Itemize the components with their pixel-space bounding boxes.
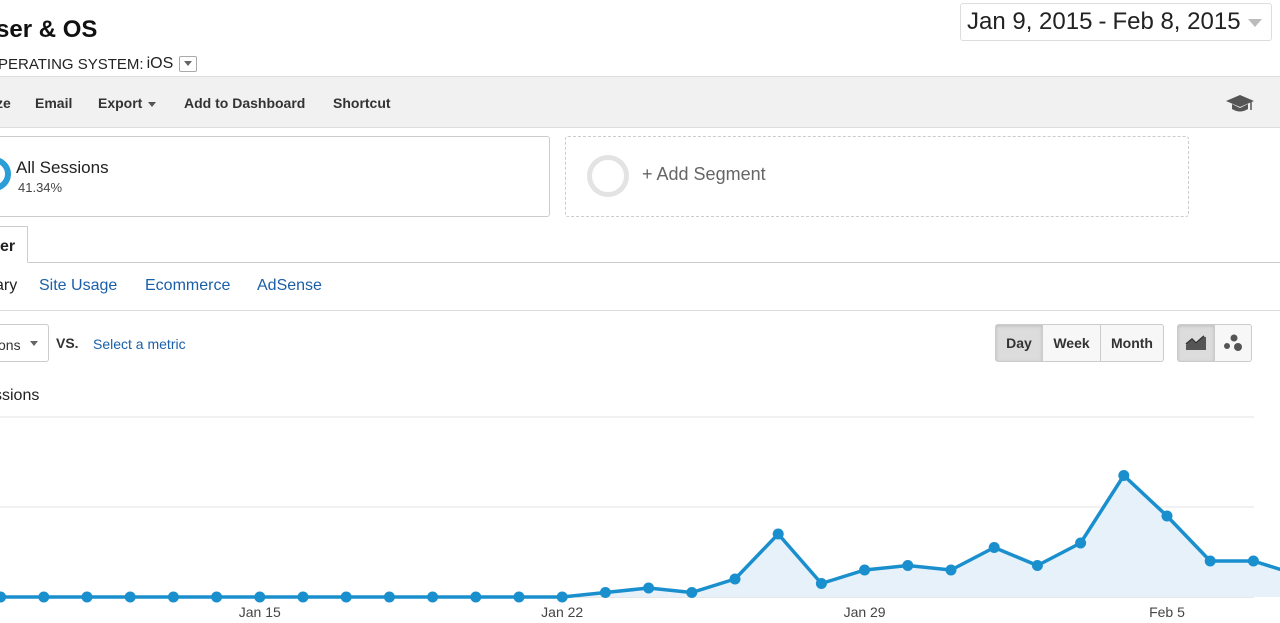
dimension-filter: PERATING SYSTEM: iOS bbox=[0, 55, 198, 73]
subtab-divider bbox=[0, 310, 1280, 311]
line-chart-icon bbox=[1185, 335, 1206, 350]
data-point-feb-2 bbox=[1031, 560, 1043, 571]
data-point-jan-26 bbox=[729, 573, 741, 585]
add-segment-button[interactable]: + Add Segment bbox=[565, 136, 1189, 217]
data-point-jan-27 bbox=[772, 528, 784, 540]
data-point-feb-5 bbox=[1161, 510, 1173, 522]
segment-all-sessions[interactable]: All Sessions 41.34% bbox=[0, 136, 550, 217]
data-point-feb-3 bbox=[1075, 537, 1087, 549]
data-point-jan-25 bbox=[686, 587, 698, 598]
data-point-jan-21 bbox=[513, 591, 525, 603]
chart-view-toggle bbox=[1177, 324, 1252, 362]
data-point-jan-13 bbox=[167, 591, 179, 603]
week-button[interactable]: Week bbox=[1042, 324, 1101, 362]
tab-divider bbox=[0, 262, 1280, 263]
data-point-jan-24 bbox=[643, 582, 655, 594]
export-label: Export bbox=[98, 95, 143, 111]
data-point-jan-9 bbox=[0, 591, 7, 603]
x-tick-label: Jan 29 bbox=[844, 604, 886, 620]
sessions-line-chart: Jan 15 Jan 22 Jan 29 Feb 5 bbox=[0, 416, 1280, 620]
empty-segment-ring-icon bbox=[587, 155, 629, 197]
data-point-feb-6 bbox=[1204, 555, 1216, 567]
page-title: ser & OS bbox=[0, 16, 98, 43]
x-tick-label: Jan 22 bbox=[541, 604, 583, 620]
data-point-jan-30 bbox=[902, 560, 914, 571]
x-tick-label: Jan 15 bbox=[239, 604, 281, 620]
add-to-dashboard-button[interactable]: Add to Dashboard bbox=[184, 95, 306, 111]
segment-name: All Sessions bbox=[16, 158, 109, 177]
month-button[interactable]: Month bbox=[1100, 324, 1164, 362]
data-point-jan-20 bbox=[470, 591, 482, 603]
export-button[interactable]: Export bbox=[98, 95, 157, 111]
vs-label: VS. bbox=[56, 335, 79, 351]
select-metric-link[interactable]: Select a metric bbox=[93, 336, 186, 352]
data-point-jan-12 bbox=[124, 591, 136, 603]
chevron-down-icon bbox=[30, 341, 38, 346]
email-button[interactable]: Email bbox=[35, 95, 73, 111]
dimension-label: PERATING SYSTEM: bbox=[0, 55, 144, 73]
primary-metric-label: ons bbox=[0, 337, 21, 353]
primary-metric-dropdown[interactable]: ons bbox=[0, 324, 49, 362]
chevron-down-icon bbox=[1248, 19, 1262, 27]
subtab-summary[interactable]: ary bbox=[0, 277, 18, 294]
data-point-feb-7 bbox=[1247, 555, 1259, 567]
subtab-ecommerce[interactable]: Ecommerce bbox=[145, 277, 231, 294]
data-point-jan-23 bbox=[599, 587, 611, 598]
granularity-toggle: Day Week Month bbox=[995, 324, 1164, 362]
chart-series-label: ssions bbox=[0, 387, 40, 404]
data-point-jan-18 bbox=[383, 591, 395, 603]
shortcut-button[interactable]: Shortcut bbox=[333, 95, 391, 111]
data-point-jan-22 bbox=[556, 591, 568, 603]
line-chart-view-button[interactable] bbox=[1177, 324, 1215, 362]
data-point-jan-17 bbox=[340, 591, 352, 603]
date-range-picker[interactable]: Jan 9, 2015 - Feb 8, 2015 bbox=[960, 3, 1272, 41]
data-point-jan-31 bbox=[945, 564, 957, 576]
date-range-start: Jan 9, 2015 bbox=[967, 8, 1093, 35]
x-tick-label: Feb 5 bbox=[1149, 604, 1185, 620]
data-point-jan-28 bbox=[815, 578, 827, 589]
sessions-area bbox=[0, 475, 1280, 597]
add-segment-label: + Add Segment bbox=[642, 164, 766, 184]
data-point-feb-4 bbox=[1118, 470, 1130, 481]
motion-chart-icon bbox=[1224, 334, 1242, 351]
data-point-jan-10 bbox=[38, 591, 50, 603]
data-point-jan-29 bbox=[859, 564, 871, 576]
customize-button[interactable]: ze bbox=[0, 95, 11, 111]
data-point-jan-15 bbox=[254, 591, 266, 603]
tab-explorer[interactable]: er bbox=[0, 226, 28, 263]
data-point-jan-16 bbox=[297, 591, 309, 603]
date-range-separator: - bbox=[1098, 8, 1107, 35]
data-point-jan-14 bbox=[211, 591, 223, 603]
data-point-jan-19 bbox=[427, 591, 439, 603]
chevron-down-icon bbox=[148, 101, 157, 107]
subtab-adsense[interactable]: AdSense bbox=[257, 277, 322, 294]
day-button[interactable]: Day bbox=[995, 324, 1043, 362]
dimension-dropdown-button[interactable] bbox=[179, 56, 198, 72]
data-point-jan-11 bbox=[81, 591, 93, 603]
report-toolbar: ze Email Export Add to Dashboard Shortcu… bbox=[0, 76, 1280, 128]
segment-ring-icon bbox=[0, 157, 11, 191]
date-range-end: Feb 8, 2015 bbox=[1112, 8, 1241, 35]
motion-chart-view-button[interactable] bbox=[1214, 324, 1252, 362]
segment-percentage: 41.34% bbox=[18, 180, 63, 195]
subtab-site-usage[interactable]: Site Usage bbox=[39, 277, 118, 294]
graduation-cap-icon[interactable] bbox=[1226, 93, 1254, 113]
data-point-feb-1 bbox=[988, 542, 1000, 553]
dimension-value: iOS bbox=[146, 55, 174, 72]
